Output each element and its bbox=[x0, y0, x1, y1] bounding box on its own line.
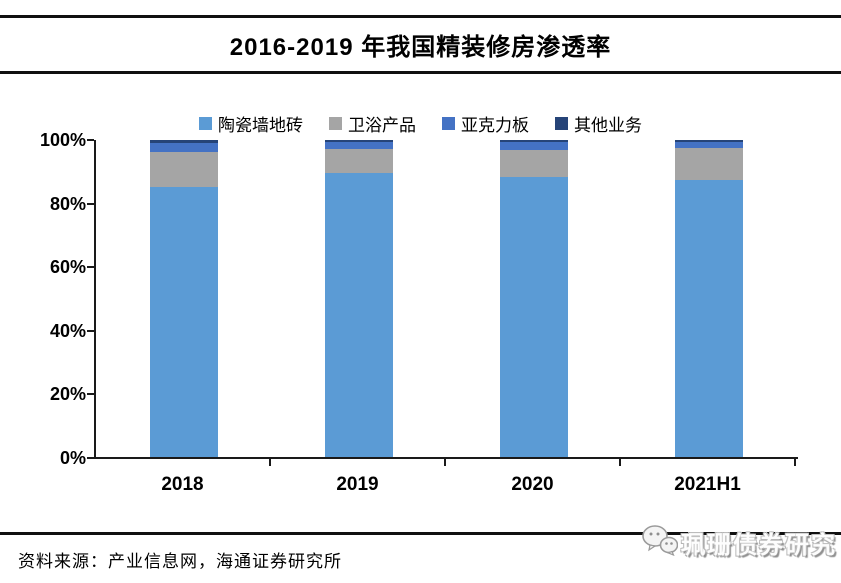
legend-label: 其他业务 bbox=[574, 116, 642, 136]
watermark: 珮珊债券研究 bbox=[642, 524, 837, 561]
bottom-divider bbox=[0, 532, 841, 535]
bar-segment bbox=[499, 140, 568, 143]
legend-item: 亚克力板 bbox=[442, 111, 529, 136]
title-divider bbox=[0, 71, 841, 74]
y-tick-label: 40% bbox=[49, 320, 86, 341]
x-tick-mark bbox=[444, 459, 446, 466]
y-tick-mark bbox=[87, 139, 94, 141]
x-tick-mark bbox=[619, 459, 621, 466]
y-tick-mark bbox=[87, 457, 94, 459]
watermark-text: 珮珊债券研究 bbox=[681, 530, 837, 559]
bar-segment bbox=[149, 152, 218, 187]
bar-column bbox=[446, 140, 621, 457]
top-divider bbox=[0, 15, 841, 18]
x-axis-line bbox=[94, 457, 798, 459]
stacked-bar bbox=[499, 140, 568, 457]
bar-segment bbox=[499, 150, 568, 178]
y-tick-mark bbox=[87, 202, 94, 205]
legend-item: 陶瓷墙地砖 bbox=[199, 111, 303, 136]
stacked-bar bbox=[674, 140, 743, 457]
bar-segment bbox=[324, 148, 393, 173]
y-tick-label: 60% bbox=[49, 257, 86, 278]
x-tick-mark bbox=[794, 459, 796, 466]
source-note: 资料来源：产业信息网，海通证券研究所 bbox=[18, 552, 342, 572]
bar-segment bbox=[499, 177, 568, 457]
legend-swatch-icon bbox=[199, 117, 212, 130]
x-tick-label: 2021H1 bbox=[674, 474, 741, 495]
bar-segment bbox=[674, 147, 743, 180]
stacked-bar bbox=[324, 140, 393, 457]
bar-column bbox=[96, 140, 271, 457]
legend-swatch-icon bbox=[555, 117, 568, 130]
bar-segment bbox=[499, 142, 568, 151]
stacked-bar bbox=[149, 140, 218, 457]
legend-label: 亚克力板 bbox=[461, 116, 529, 136]
bar-segment bbox=[674, 140, 743, 142]
bar-segment bbox=[149, 186, 218, 457]
x-tick-label: 2018 bbox=[161, 474, 204, 495]
legend-label: 陶瓷墙地砖 bbox=[218, 116, 303, 136]
y-tick-label: 80% bbox=[49, 193, 86, 214]
y-tick-mark bbox=[87, 329, 94, 332]
y-tick-mark bbox=[87, 393, 94, 396]
bar-segment bbox=[324, 172, 393, 457]
bar-segment bbox=[324, 140, 393, 142]
bar-segment bbox=[674, 141, 743, 148]
legend-label: 卫浴产品 bbox=[348, 116, 416, 136]
legend-item: 其他业务 bbox=[555, 111, 642, 136]
x-tick-label: 2019 bbox=[336, 474, 379, 495]
bar-series bbox=[96, 140, 796, 457]
bar-segment bbox=[674, 179, 743, 457]
y-tick-label: 0% bbox=[59, 448, 86, 468]
x-tick-label: 2020 bbox=[511, 474, 554, 495]
bar-segment bbox=[324, 141, 393, 149]
x-axis-labels: 2018 2019 2020 2021H1 bbox=[95, 474, 795, 496]
chart-title: 2016-2019 年我国精装修房渗透率 bbox=[229, 34, 612, 61]
y-axis-line bbox=[94, 140, 96, 458]
x-tick-mark bbox=[269, 459, 271, 466]
y-tick-label: 20% bbox=[49, 384, 86, 405]
chart-legend: 陶瓷墙地砖 卫浴产品 亚克力板 其他业务 bbox=[0, 111, 841, 136]
y-tick-mark bbox=[87, 266, 94, 269]
y-tick-label: 100% bbox=[39, 130, 86, 150]
wechat-icon bbox=[642, 524, 679, 561]
legend-item: 卫浴产品 bbox=[329, 111, 416, 136]
bar-segment bbox=[149, 143, 218, 153]
legend-swatch-icon bbox=[442, 117, 455, 130]
legend-swatch-icon bbox=[329, 117, 342, 130]
bar-column bbox=[271, 140, 446, 457]
bar-segment bbox=[149, 140, 218, 144]
bar-column bbox=[621, 140, 796, 457]
